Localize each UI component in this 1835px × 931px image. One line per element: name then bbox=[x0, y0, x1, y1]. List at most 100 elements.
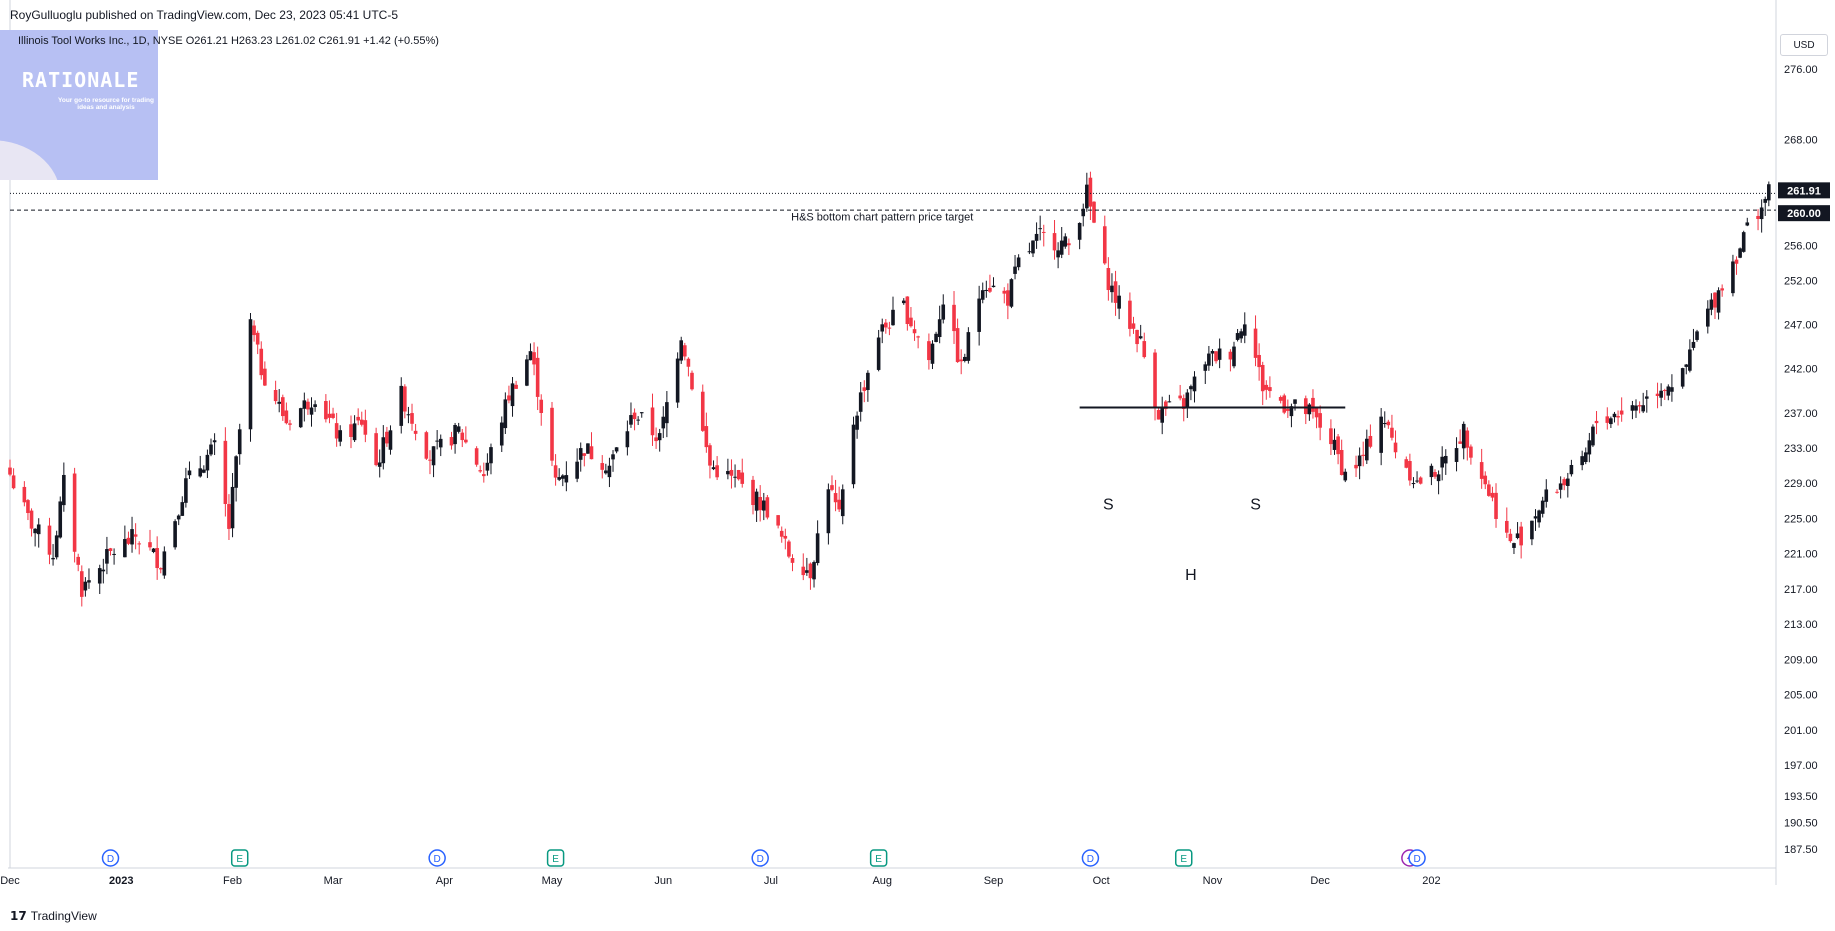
tradingview-logo[interactable]: 17 TradingView bbox=[10, 909, 97, 923]
symbol-legend[interactable]: Illinois Tool Works Inc., 1D, NYSE O261.… bbox=[18, 35, 439, 47]
candle-body bbox=[1530, 520, 1534, 540]
candle bbox=[273, 380, 278, 405]
candle-body bbox=[1461, 423, 1466, 449]
candle bbox=[1634, 399, 1638, 418]
candle bbox=[934, 331, 938, 343]
candle-body bbox=[1264, 384, 1269, 390]
earnings-icon[interactable] bbox=[230, 849, 249, 867]
candle-body bbox=[1038, 228, 1042, 230]
candle-body bbox=[11, 475, 16, 489]
candle bbox=[1411, 477, 1416, 489]
candle bbox=[176, 514, 181, 526]
candle-body bbox=[79, 571, 84, 597]
y-axis[interactable]: 276.00 268.00 256.00 252.00 247.00 242.00 237.… bbox=[1784, 64, 1818, 856]
candle-body bbox=[284, 410, 289, 424]
candle bbox=[1059, 227, 1064, 259]
currency-button[interactable]: USD bbox=[1780, 34, 1828, 56]
candle bbox=[657, 428, 662, 452]
candle-body bbox=[313, 404, 317, 408]
candle bbox=[424, 430, 429, 460]
candle-body bbox=[1156, 410, 1161, 420]
price-label-text: 260.00 bbox=[1787, 208, 1821, 220]
candle-body bbox=[1508, 533, 1513, 542]
event-marker-E[interactable]: E bbox=[230, 849, 249, 867]
candle bbox=[1519, 521, 1523, 559]
event-marker-D[interactable]: D bbox=[1408, 849, 1426, 867]
candle-body bbox=[252, 325, 256, 336]
earnings-icon-letter: E bbox=[236, 854, 243, 865]
dividend-icon[interactable] bbox=[751, 849, 769, 867]
event-marker-E[interactable]: E bbox=[1174, 849, 1193, 867]
candle-body bbox=[162, 551, 167, 576]
candle bbox=[1691, 328, 1696, 351]
event-marker-E[interactable]: E bbox=[869, 849, 888, 867]
candle bbox=[912, 320, 917, 341]
candle-body bbox=[1382, 423, 1387, 425]
candle-body bbox=[1113, 281, 1118, 303]
candle-body bbox=[36, 524, 41, 535]
candle bbox=[1612, 411, 1617, 423]
candle bbox=[876, 329, 881, 372]
candle-body bbox=[137, 543, 142, 545]
candle bbox=[359, 411, 364, 427]
candle bbox=[1153, 349, 1157, 421]
event-marker-D[interactable]: D bbox=[428, 849, 446, 867]
candle bbox=[1056, 242, 1060, 269]
candle bbox=[937, 305, 942, 344]
event-marker-D[interactable]: D bbox=[751, 849, 769, 867]
candle bbox=[385, 426, 389, 447]
candle bbox=[1332, 428, 1337, 455]
candle bbox=[76, 553, 80, 572]
candle-body bbox=[280, 397, 285, 417]
dividend-icon[interactable] bbox=[1081, 849, 1100, 867]
candle-body bbox=[1092, 201, 1096, 223]
candle bbox=[474, 446, 479, 467]
candle bbox=[1081, 203, 1086, 227]
earnings-icon-letter: E bbox=[875, 854, 882, 865]
candle bbox=[280, 394, 285, 421]
candle-body bbox=[1490, 492, 1495, 498]
candle-body bbox=[478, 470, 483, 472]
candle bbox=[884, 318, 888, 334]
event-marker-D[interactable]: D bbox=[101, 849, 120, 867]
candle-body bbox=[431, 446, 436, 466]
candle bbox=[263, 361, 267, 387]
candle bbox=[33, 528, 37, 547]
dividend-icon[interactable] bbox=[1408, 849, 1426, 867]
candle bbox=[1641, 392, 1645, 414]
candle-body bbox=[1207, 353, 1211, 366]
candle bbox=[1433, 469, 1437, 479]
candle bbox=[783, 528, 788, 550]
candle-body bbox=[1666, 386, 1671, 396]
dividend-icon[interactable] bbox=[428, 849, 446, 867]
candle-body bbox=[1368, 435, 1373, 447]
candle-body bbox=[661, 416, 666, 429]
y-tick-label: 256.00 bbox=[1784, 240, 1818, 252]
candle bbox=[1436, 470, 1441, 495]
dividend-icon[interactable] bbox=[101, 849, 120, 867]
candle-body bbox=[97, 568, 102, 584]
candle bbox=[202, 465, 206, 474]
candle-body bbox=[212, 440, 217, 443]
candle bbox=[808, 562, 813, 590]
candle-body bbox=[1031, 240, 1035, 254]
candle-body bbox=[176, 515, 181, 520]
earnings-icon[interactable] bbox=[1174, 849, 1193, 867]
candle-body bbox=[1016, 257, 1021, 268]
candle-body bbox=[1408, 461, 1412, 481]
candle-body bbox=[1027, 251, 1032, 253]
candle-body bbox=[715, 465, 719, 478]
candle-body bbox=[356, 416, 360, 421]
earnings-icon[interactable] bbox=[546, 849, 565, 867]
x-axis[interactable]: Dec 2023 Feb Mar Apr May Jun Jul Aug Sep Oct Nov Dec… bbox=[0, 875, 1440, 887]
event-marker-D[interactable]: D bbox=[1081, 849, 1100, 867]
earnings-icon[interactable] bbox=[869, 849, 888, 867]
event-marker-E[interactable]: E bbox=[546, 849, 565, 867]
candle bbox=[62, 462, 66, 512]
candle bbox=[683, 342, 687, 361]
candle bbox=[1232, 341, 1236, 369]
candle bbox=[1741, 230, 1746, 253]
candle-body bbox=[1314, 407, 1319, 418]
candle bbox=[905, 296, 910, 331]
